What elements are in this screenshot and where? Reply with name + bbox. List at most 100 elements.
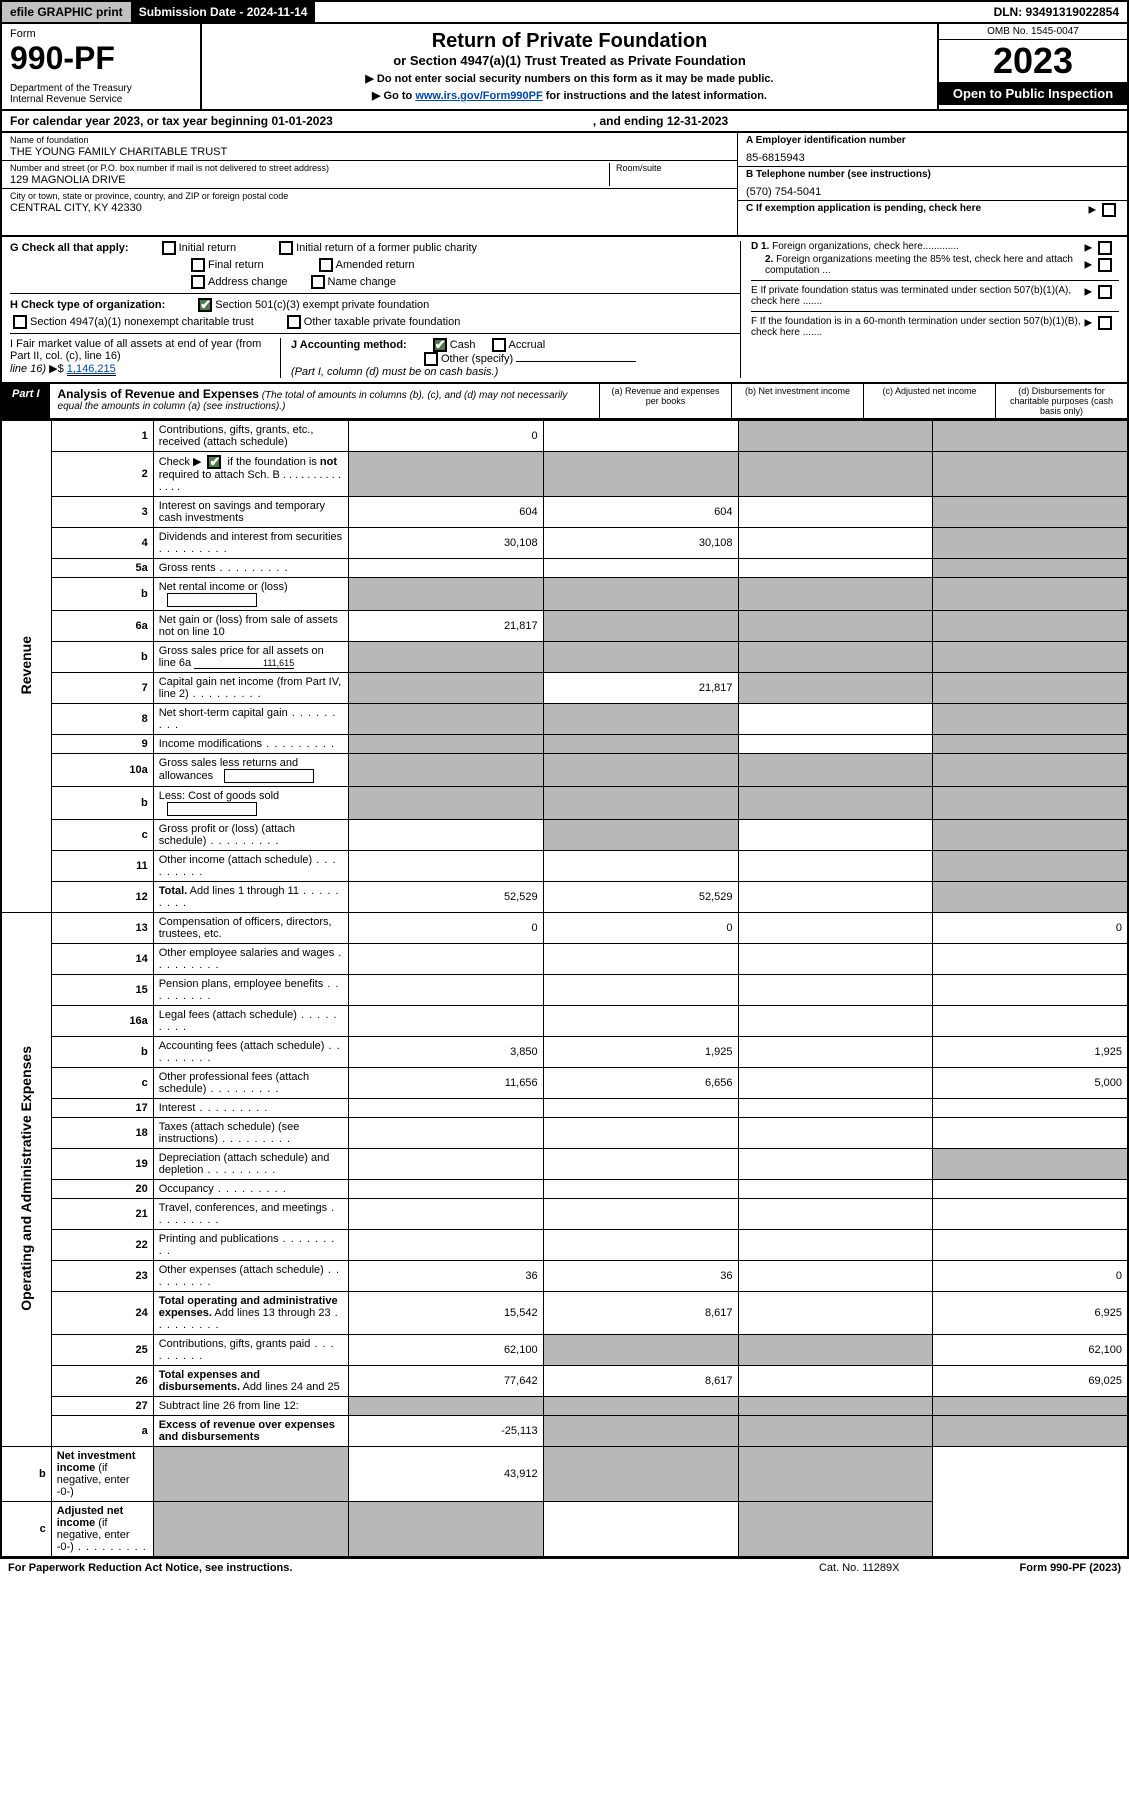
initial-public-checkbox[interactable] [279, 241, 293, 255]
table-row: 16a Legal fees (attach schedule) [1, 1006, 1128, 1037]
row-desc: Less: Cost of goods sold [153, 787, 348, 820]
cell-value [738, 913, 933, 944]
cell-shaded [738, 421, 933, 452]
other-method-checkbox[interactable] [424, 352, 438, 366]
row-desc: Gross profit or (loss) (attach schedule) [153, 820, 348, 851]
table-row: 22 Printing and publications [1, 1230, 1128, 1261]
col-b: (b) Net investment income [731, 384, 863, 418]
row-num: c [51, 820, 153, 851]
cell-shaded [933, 497, 1128, 528]
row-num: 12 [51, 882, 153, 913]
row-desc: Accounting fees (attach schedule) [153, 1037, 348, 1068]
open-inspection: Open to Public Inspection [939, 82, 1127, 105]
row-desc: Other employee salaries and wages [153, 944, 348, 975]
cell-shaded [933, 851, 1128, 882]
cell-shaded [933, 820, 1128, 851]
row-num: b [51, 578, 153, 611]
row-num: b [51, 1037, 153, 1068]
cell-shaded [738, 1416, 933, 1447]
e-checkbox[interactable] [1098, 285, 1112, 299]
cell-value [738, 704, 933, 735]
col-d: (d) Disbursements for charitable purpose… [995, 384, 1127, 418]
exemption-checkbox[interactable] [1102, 203, 1116, 217]
initial-return-checkbox[interactable] [162, 241, 176, 255]
cell-value [543, 1502, 738, 1558]
cell-value [543, 975, 738, 1006]
tax-year: 2023 [939, 40, 1127, 82]
cell-shaded [738, 754, 933, 787]
cell-shaded [543, 1335, 738, 1366]
fmv-value[interactable]: 1,146,215 [67, 363, 116, 376]
cell-value: 3,850 [348, 1037, 543, 1068]
cell-shaded [933, 642, 1128, 673]
cell-shaded [543, 1447, 738, 1502]
cell-shaded [543, 735, 738, 754]
501c3-checkbox[interactable] [198, 298, 212, 312]
row-num: 5a [51, 559, 153, 578]
part1-badge: Part I [2, 384, 50, 418]
cell-shaded [543, 578, 738, 611]
cell-shaded [933, 452, 1128, 497]
table-row: 12 Total. Add lines 1 through 11 52,5295… [1, 882, 1128, 913]
row-num: 27 [51, 1397, 153, 1416]
cell-value [738, 528, 933, 559]
row-num: a [51, 1416, 153, 1447]
cell-value: 15,542 [348, 1292, 543, 1335]
analysis-table: Revenue 1 Contributions, gifts, grants, … [0, 420, 1129, 1558]
cell-shaded [543, 704, 738, 735]
address-change-checkbox[interactable] [191, 275, 205, 289]
row-desc: Other professional fees (attach schedule… [153, 1068, 348, 1099]
cash-checkbox[interactable] [433, 338, 447, 352]
cell-value [348, 820, 543, 851]
cell-value [348, 975, 543, 1006]
cell-value: 62,100 [933, 1335, 1128, 1366]
cell-shaded [738, 1397, 933, 1416]
table-row: 25 Contributions, gifts, grants paid 62,… [1, 1335, 1128, 1366]
4947-checkbox[interactable] [13, 315, 27, 329]
d1-checkbox[interactable] [1098, 241, 1112, 255]
other-taxable-checkbox[interactable] [287, 315, 301, 329]
row-desc: Contributions, gifts, grants paid [153, 1335, 348, 1366]
cell-value: 30,108 [348, 528, 543, 559]
cell-shaded [543, 642, 738, 673]
row-num: 17 [51, 1099, 153, 1118]
final-return-checkbox[interactable] [191, 258, 205, 272]
g-label: G Check all that apply: [10, 242, 129, 254]
cell-value [738, 1118, 933, 1149]
cell-shaded [933, 611, 1128, 642]
row-desc: Net rental income or (loss) [153, 578, 348, 611]
cell-value [543, 851, 738, 882]
row-num: 8 [51, 704, 153, 735]
row-num: 2 [51, 452, 153, 497]
d2-checkbox[interactable] [1098, 258, 1112, 272]
cell-shaded [933, 673, 1128, 704]
revenue-side: Revenue [1, 421, 51, 913]
accrual-checkbox[interactable] [492, 338, 506, 352]
cell-value [738, 1068, 933, 1099]
cell-value [348, 1199, 543, 1230]
row-num: 22 [51, 1230, 153, 1261]
city-label: City or town, state or province, country… [10, 191, 729, 201]
cell-value: 36 [543, 1261, 738, 1292]
row-num: 7 [51, 673, 153, 704]
f-checkbox[interactable] [1098, 316, 1112, 330]
amended-return-checkbox[interactable] [319, 258, 333, 272]
irs-link[interactable]: www.irs.gov/Form990PF [415, 90, 542, 102]
cell-shaded [543, 1416, 738, 1447]
name-change-checkbox[interactable] [311, 275, 325, 289]
table-row: 27 Subtract line 26 from line 12: [1, 1397, 1128, 1416]
cell-value [348, 1230, 543, 1261]
table-row: 3 Interest on savings and temporary cash… [1, 497, 1128, 528]
cell-shaded [348, 735, 543, 754]
row-num: b [51, 787, 153, 820]
row-desc: Total operating and administrative expen… [153, 1292, 348, 1335]
efile-label[interactable]: efile GRAPHIC print [2, 2, 131, 22]
instr-goto: ▶ Go to www.irs.gov/Form990PF for instru… [208, 89, 931, 102]
f-label: F If the foundation is in a 60-month ter… [751, 316, 1119, 338]
row-desc: Occupancy [153, 1180, 348, 1199]
row-num: 16a [51, 1006, 153, 1037]
row-desc: Total expenses and disbursements. Add li… [153, 1366, 348, 1397]
row-num: 11 [51, 851, 153, 882]
row-desc: Interest on savings and temporary cash i… [153, 497, 348, 528]
cell-shaded [933, 787, 1128, 820]
